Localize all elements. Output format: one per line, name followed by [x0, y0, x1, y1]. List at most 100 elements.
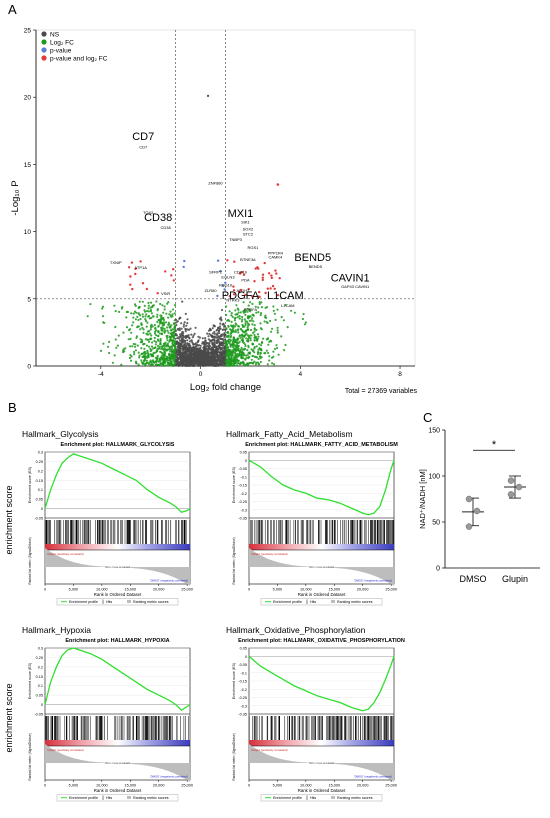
significance-star: * [492, 439, 497, 451]
data-point [149, 363, 153, 366]
x-tick-label: 5,000 [273, 588, 283, 592]
y-axis-label-top: Enrichment score (ES) [232, 663, 236, 699]
data-point [166, 342, 169, 345]
data-point [252, 313, 255, 316]
data-point [276, 346, 279, 350]
x-tick-label: 10,000 [96, 588, 108, 592]
sig-point [129, 283, 132, 286]
data-point [238, 315, 241, 318]
data-point [213, 356, 216, 359]
data-point [274, 318, 277, 321]
y-tick-label: 0 [245, 655, 247, 659]
data-point [157, 324, 160, 327]
nad-plot: C 0 50 100 150 NAD⁺/NADH [nM] DMSO Glupin * [418, 410, 540, 584]
data-point [227, 341, 230, 345]
ranking-metric-area [45, 548, 190, 586]
data-point [234, 329, 237, 332]
legend-marker [127, 796, 131, 799]
data-point [224, 354, 227, 357]
data-point [158, 332, 162, 335]
data-point [253, 360, 256, 363]
data-point [252, 349, 255, 352]
sig-point [244, 293, 247, 297]
data-point [144, 319, 148, 323]
data-point [114, 338, 117, 341]
data-point [233, 359, 237, 362]
data-point [232, 329, 235, 332]
gene-label: EGLN3 [221, 275, 235, 280]
replicate-point [465, 523, 473, 530]
data-point [211, 327, 214, 330]
x-tick-label: 5,000 [69, 588, 79, 592]
gene-label: RGS10 [219, 283, 233, 288]
data-point [151, 325, 154, 328]
data-point [165, 336, 169, 339]
data-point [210, 339, 213, 342]
x-tick-label: 8 [398, 371, 402, 378]
data-point [153, 339, 156, 343]
data-point [171, 343, 174, 346]
data-point [253, 327, 256, 330]
data-point [257, 351, 260, 354]
data-point [171, 340, 174, 343]
legend-marker [41, 39, 47, 45]
data-point [147, 310, 150, 313]
data-point [188, 358, 191, 361]
data-point [200, 356, 203, 359]
data-point [159, 340, 162, 343]
data-point [152, 347, 155, 350]
data-point [184, 360, 187, 364]
sig-point [240, 271, 244, 274]
sig-point [156, 292, 159, 295]
y-axis-label-top: Enrichment score (ES) [28, 663, 32, 699]
data-point [271, 362, 274, 365]
data-point [101, 307, 104, 310]
data-point [134, 349, 137, 352]
data-point [282, 319, 285, 322]
data-point [178, 329, 181, 332]
data-point [250, 334, 253, 337]
data-point [160, 358, 163, 361]
data-point [244, 334, 247, 337]
data-point [237, 331, 240, 334]
y-tick-label: 0 [436, 566, 440, 573]
sig-point [253, 280, 256, 283]
data-point [133, 345, 137, 348]
data-point [186, 342, 189, 345]
data-point [150, 348, 153, 352]
gene-label: PDA [241, 277, 250, 282]
data-point [245, 332, 248, 335]
data-point [180, 327, 183, 330]
y-tick-label: -0.25 [238, 500, 247, 504]
data-point [191, 342, 194, 345]
y-tick-label: 25 [24, 28, 32, 35]
data-point [147, 340, 151, 343]
data-point [246, 338, 250, 341]
data-point [134, 343, 137, 346]
data-point [150, 345, 154, 348]
data-point [246, 326, 249, 329]
data-point [174, 356, 177, 359]
data-point [102, 342, 105, 345]
data-point [203, 347, 206, 350]
y-axis-label: -Log₁₀ P [10, 180, 21, 215]
data-point [170, 360, 174, 363]
data-point [239, 348, 242, 351]
data-point [235, 345, 238, 349]
data-point [260, 306, 264, 309]
data-point [236, 307, 239, 310]
data-point [154, 360, 157, 363]
data-point [203, 342, 206, 346]
data-point [166, 356, 169, 359]
data-point [240, 328, 243, 331]
data-point [303, 323, 306, 326]
data-point [133, 350, 136, 354]
data-point [174, 360, 178, 363]
data-point [202, 358, 205, 361]
data-point [168, 356, 171, 359]
y-tick-label: -0.1 [240, 671, 247, 675]
data-point [191, 336, 194, 339]
y-tick-label: 15 [24, 162, 32, 169]
data-point [147, 315, 150, 318]
data-point [224, 360, 227, 363]
